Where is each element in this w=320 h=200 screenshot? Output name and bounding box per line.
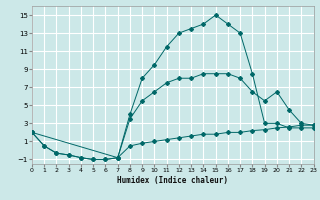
X-axis label: Humidex (Indice chaleur): Humidex (Indice chaleur): [117, 176, 228, 185]
